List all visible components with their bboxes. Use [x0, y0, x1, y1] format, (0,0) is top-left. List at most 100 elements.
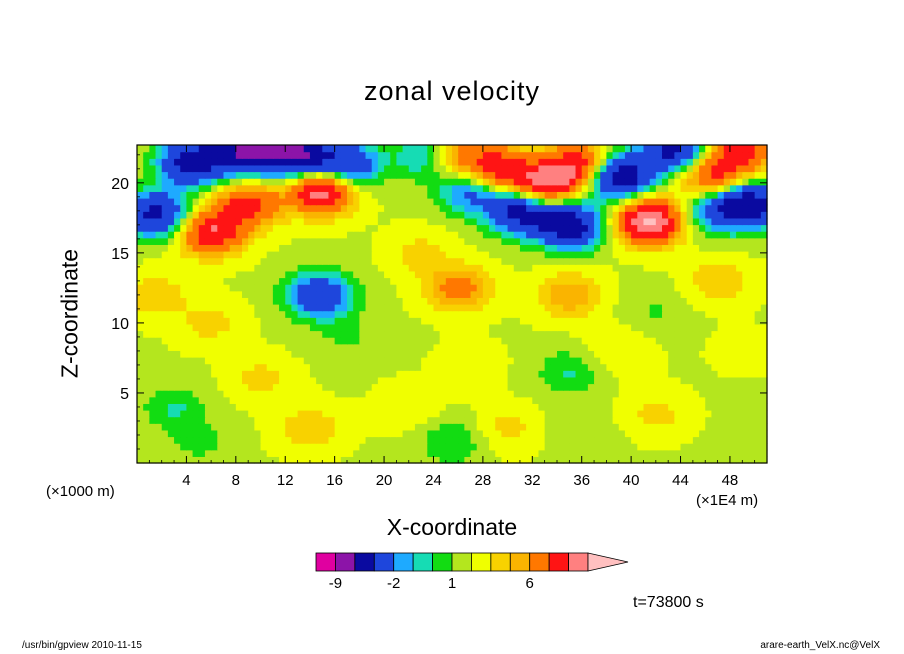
heatmap-cell [563, 317, 570, 325]
heatmap-cell [600, 184, 608, 192]
heatmap-cell [235, 357, 243, 365]
heatmap-cell [489, 423, 496, 431]
heatmap-cell [297, 396, 305, 404]
heatmap-cell [445, 436, 453, 444]
heatmap-cell [674, 284, 682, 292]
heatmap-cell [297, 357, 305, 365]
heatmap-cell [637, 290, 645, 298]
heatmap-cell [204, 211, 212, 219]
heatmap-cell [742, 390, 750, 398]
heatmap-cell [631, 217, 638, 226]
heatmap-cell [748, 410, 756, 418]
heatmap-cell [402, 436, 410, 444]
heatmap-cell [581, 198, 589, 206]
heatmap-cell [717, 376, 725, 385]
heatmap-cell [235, 244, 243, 252]
heatmap-cell [414, 376, 422, 385]
heatmap-cell [452, 184, 459, 192]
heatmap-cell [513, 191, 521, 199]
heatmap-cell [340, 151, 348, 159]
heatmap-cell [161, 370, 169, 378]
heatmap-cell [631, 357, 638, 365]
heatmap-cell [291, 164, 299, 173]
heatmap-cell [729, 211, 737, 219]
heatmap-cell [532, 264, 540, 272]
heatmap-cell [538, 284, 546, 292]
heatmap-cell [297, 323, 305, 332]
heatmap-cell [248, 436, 255, 444]
heatmap-cell [452, 237, 459, 245]
heatmap-cell [581, 184, 589, 192]
heatmap-cell [612, 456, 620, 464]
heatmap-cell [692, 304, 700, 312]
y-tick-label: 10 [111, 316, 129, 333]
heatmap-cell [729, 317, 737, 325]
heatmap-cell [396, 178, 404, 186]
heatmap-cell [174, 449, 181, 457]
heatmap-cell [618, 158, 626, 166]
heatmap-cell [414, 403, 422, 411]
heatmap-cell [452, 171, 459, 179]
heatmap-cell [612, 390, 620, 398]
heatmap-cell [618, 251, 626, 259]
heatmap-cell [495, 456, 503, 464]
heatmap-cell [198, 429, 206, 438]
heatmap-cell [137, 198, 144, 206]
heatmap-cell [223, 145, 231, 153]
heatmap-cell [365, 231, 373, 239]
heatmap-cell [186, 449, 194, 457]
heatmap-cell [402, 443, 410, 451]
heatmap-cell [390, 270, 398, 279]
heatmap-cell [279, 317, 286, 325]
heatmap-cell [526, 456, 533, 464]
heatmap-cell [421, 290, 428, 298]
heatmap-cell [532, 151, 540, 159]
heatmap-cell [248, 251, 255, 259]
heatmap-cell [371, 330, 379, 338]
heatmap-cell [297, 350, 305, 358]
heatmap-cell [137, 456, 144, 464]
heatmap-cell [161, 416, 169, 424]
heatmap-cell [174, 237, 181, 245]
heatmap-cell [470, 410, 478, 418]
heatmap-cell [137, 204, 144, 212]
heatmap-cell [575, 350, 583, 358]
heatmap-cell [143, 343, 150, 351]
heatmap-cell [229, 217, 237, 226]
heatmap-cell [204, 357, 212, 365]
heatmap-cell [736, 443, 743, 451]
heatmap-cell [365, 164, 373, 173]
heatmap-cell [575, 164, 583, 173]
heatmap-cell [662, 204, 669, 212]
heatmap-cell [390, 330, 398, 338]
heatmap-cell [161, 145, 169, 153]
heatmap-cell [507, 383, 515, 391]
heatmap-cell [242, 244, 249, 252]
heatmap-cell [618, 363, 626, 371]
heatmap-cell [248, 304, 255, 312]
heatmap-cell [532, 350, 540, 358]
heatmap-cell [285, 257, 293, 265]
heatmap-cell [316, 403, 323, 411]
heatmap-cell [217, 403, 225, 411]
heatmap-cell [692, 317, 700, 325]
heatmap-cell [729, 376, 737, 385]
heatmap-cell [606, 277, 614, 285]
heatmap-cell [612, 410, 620, 418]
heatmap-cell [211, 284, 218, 292]
heatmap-cell [699, 323, 706, 332]
heatmap-cell [371, 184, 379, 192]
heatmap-cell [550, 383, 558, 391]
heatmap-cell [353, 224, 360, 232]
heatmap-cell [544, 330, 552, 338]
heatmap-cell [476, 264, 484, 272]
heatmap-cell [544, 443, 552, 451]
heatmap-cell [655, 198, 663, 206]
heatmap-cell [760, 410, 768, 418]
heatmap-cell [606, 449, 614, 457]
heatmap-cell [433, 204, 441, 212]
heatmap-cell [674, 350, 682, 358]
heatmap-cell [359, 343, 367, 351]
heatmap-cell [402, 257, 410, 265]
heatmap-cell [557, 198, 564, 206]
